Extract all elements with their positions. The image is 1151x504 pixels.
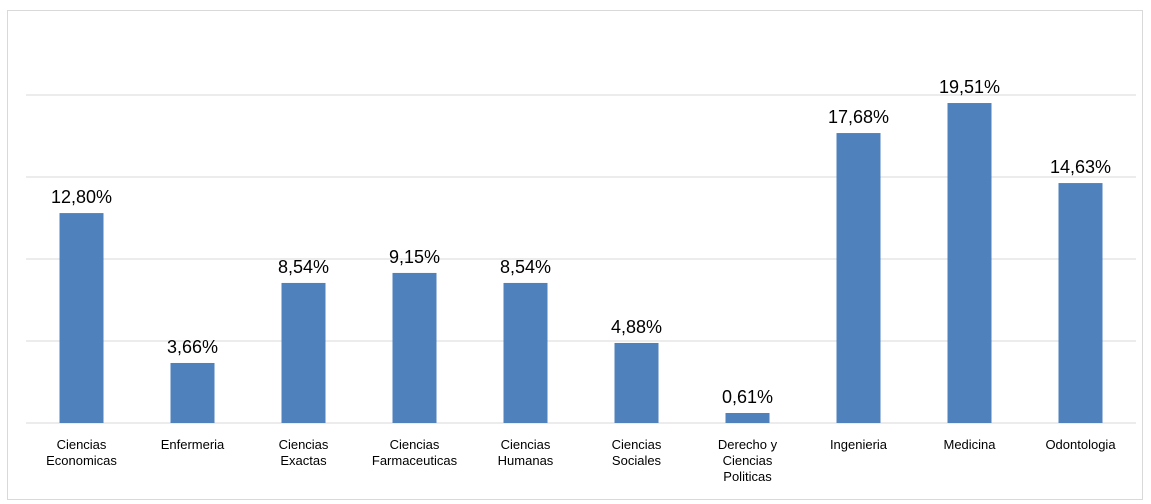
bar bbox=[281, 282, 326, 423]
data-label: 8,54% bbox=[500, 257, 551, 277]
category-tick-label-line: Ingenieria bbox=[830, 437, 888, 452]
bar bbox=[170, 362, 215, 423]
data-label: 17,68% bbox=[828, 107, 889, 127]
category-tick-label: Ciencias Exactas bbox=[279, 437, 329, 468]
category-tick-label-line: Economicas bbox=[46, 453, 117, 468]
category-tick-label: Enfermeria bbox=[161, 437, 225, 452]
category-tick-label-line: Medicina bbox=[943, 437, 996, 452]
bar bbox=[725, 412, 770, 423]
bar bbox=[836, 133, 881, 423]
category-tick-label-line: Odontologia bbox=[1045, 437, 1116, 452]
bar bbox=[947, 103, 992, 423]
bar bbox=[392, 272, 437, 423]
category-tick-label-line: Ciencias bbox=[723, 453, 773, 468]
category-tick-label-line: Enfermeria bbox=[161, 437, 225, 452]
bar-chart: 12,80% 3,66% 8,54% 9,15% 8,54% 4,88% 0,61% 17,6… bbox=[26, 77, 1136, 484]
category-tick-label-line: Ciencias bbox=[390, 437, 440, 452]
bar bbox=[503, 282, 548, 423]
category-tick-label-line: Derecho y bbox=[718, 437, 778, 452]
category-tick-label: Odontologia bbox=[1045, 437, 1116, 452]
category-tick-label: Ciencias Farmaceuticas bbox=[372, 437, 458, 468]
category-tick-label: Ingenieria bbox=[830, 437, 888, 452]
bar bbox=[59, 213, 104, 423]
data-label: 4,88% bbox=[611, 317, 662, 337]
category-tick-label: Ciencias Humanas bbox=[498, 437, 554, 468]
data-label: 9,15% bbox=[389, 247, 440, 267]
data-labels: 12,80% 3,66% 8,54% 9,15% 8,54% 4,88% 0,61% 17,6… bbox=[51, 77, 1111, 407]
category-tick-label-line: Politicas bbox=[723, 469, 772, 484]
category-tick-label-line: Exactas bbox=[280, 453, 327, 468]
bars bbox=[59, 103, 1103, 423]
chart-area: 12,80% 3,66% 8,54% 9,15% 8,54% 4,88% 0,61% 17,6… bbox=[7, 10, 1143, 500]
category-tick-label-line: Ciencias bbox=[57, 437, 107, 452]
bar bbox=[1058, 183, 1103, 423]
data-label: 8,54% bbox=[278, 257, 329, 277]
bar bbox=[614, 342, 659, 423]
category-tick-label: Derecho y Ciencias Politicas bbox=[718, 437, 778, 484]
category-tick-label: Ciencias Sociales bbox=[612, 437, 662, 468]
category-tick-label: Ciencias Economicas bbox=[46, 437, 117, 468]
category-tick-label-line: Ciencias bbox=[279, 437, 329, 452]
data-label: 14,63% bbox=[1050, 157, 1111, 177]
category-tick-label-line: Farmaceuticas bbox=[372, 453, 458, 468]
category-tick-label-line: Humanas bbox=[498, 453, 554, 468]
data-label: 3,66% bbox=[167, 337, 218, 357]
data-label: 19,51% bbox=[939, 77, 1000, 97]
category-tick-label-line: Ciencias bbox=[612, 437, 662, 452]
category-tick-label-line: Ciencias bbox=[501, 437, 551, 452]
category-tick-label-line: Sociales bbox=[612, 453, 662, 468]
category-tick-label: Medicina bbox=[943, 437, 996, 452]
data-label: 12,80% bbox=[51, 187, 112, 207]
data-label: 0,61% bbox=[722, 387, 773, 407]
